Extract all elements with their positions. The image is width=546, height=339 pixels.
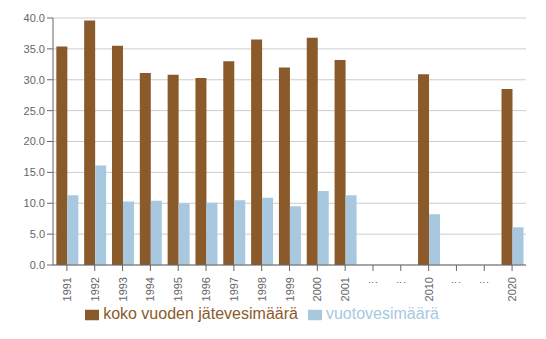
svg-text:1996: 1996 [200, 277, 212, 301]
svg-text:2001: 2001 [339, 277, 351, 301]
svg-text:1994: 1994 [144, 277, 156, 301]
svg-text:1993: 1993 [117, 277, 129, 301]
svg-text:15.0: 15.0 [24, 166, 45, 178]
svg-text:2010: 2010 [423, 277, 435, 301]
svg-text:⋮: ⋮ [395, 277, 407, 288]
svg-text:0.0: 0.0 [30, 259, 45, 271]
svg-text:1995: 1995 [172, 277, 184, 301]
svg-text:5.0: 5.0 [30, 228, 45, 240]
svg-text:35.0: 35.0 [24, 43, 45, 55]
svg-text:1997: 1997 [228, 277, 240, 301]
svg-text:40.0: 40.0 [24, 12, 45, 24]
html-text:koko vuoden jätevesimäärä: koko vuoden jätevesimäärä [103, 305, 298, 322]
svg-text:10.0: 10.0 [24, 197, 45, 209]
svg-text:1999: 1999 [284, 277, 296, 301]
svg-text:2000: 2000 [311, 277, 323, 301]
svg-text:25.0: 25.0 [24, 105, 45, 117]
svg-text:1992: 1992 [89, 277, 101, 301]
svg-text:2020: 2020 [506, 277, 518, 301]
html-text:vuotovesimäärä: vuotovesimäärä [325, 305, 439, 322]
svg-text:20.0: 20.0 [24, 135, 45, 147]
svg-text:⋮: ⋮ [450, 277, 462, 288]
svg-text:⋮: ⋮ [478, 277, 490, 288]
svg-text:1991: 1991 [61, 277, 73, 301]
svg-text:⋮: ⋮ [367, 277, 379, 288]
svg-text:30.0: 30.0 [24, 74, 45, 86]
svg-text:1998: 1998 [256, 277, 268, 301]
